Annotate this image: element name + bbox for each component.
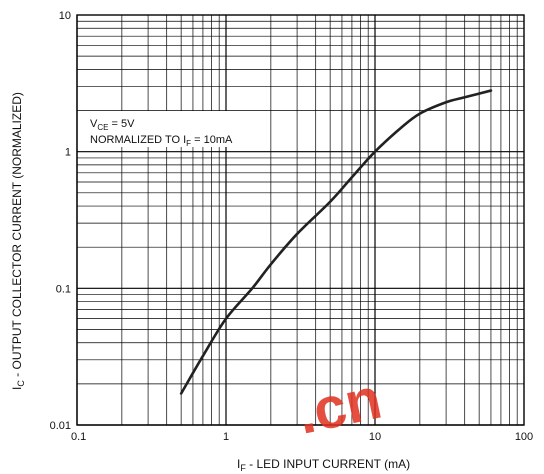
- annotation-block: VCE = 5V NORMALIZED TO IF = 10mA: [86, 111, 261, 148]
- annotation-normalized: NORMALIZED TO IF = 10mA: [90, 134, 233, 148]
- y-tick-label: 0.01: [50, 420, 71, 432]
- x-tick-label: 100: [515, 431, 533, 443]
- x-axis-label: IF - LED INPUT CURRENT (mA): [237, 457, 410, 473]
- x-tick-label: 10: [369, 431, 381, 443]
- xlabel-background: [236, 455, 414, 473]
- grid: [76, 15, 524, 426]
- plot-frame: [76, 14, 525, 426]
- annotation-vce: VCE = 5V: [90, 118, 135, 132]
- y-axis-label-group: IC - OUTPUT COLLECTOR CURRENT (NORMALIZE…: [10, 92, 26, 390]
- annotation-background: [86, 111, 261, 147]
- y-tick-label: 1: [65, 147, 71, 159]
- y-tick-label: 10: [59, 10, 71, 22]
- x-tick-label: 1: [223, 431, 229, 443]
- y-axis-label: IC - OUTPUT COLLECTOR CURRENT (NORMALIZE…: [10, 92, 26, 390]
- series-group: [179, 89, 493, 395]
- y-tick-label: 0.1: [56, 283, 71, 295]
- series-line: [179, 89, 493, 395]
- x-tick-label: 0.1: [71, 431, 86, 443]
